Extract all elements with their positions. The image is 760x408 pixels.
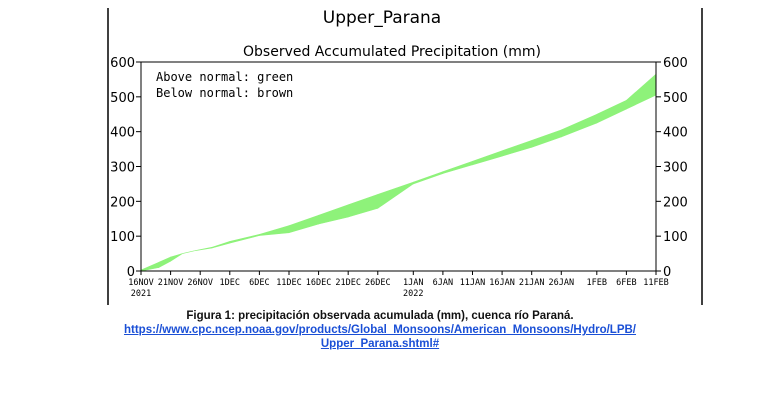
y-tick-label-right-0: 0 bbox=[663, 265, 671, 280]
x-tick-label-14: 26JAN bbox=[548, 278, 574, 288]
x-tick-label-4: 6DEC bbox=[249, 278, 269, 288]
x-tick-label-16: 6FEB bbox=[616, 278, 636, 288]
x-tick-label-0: 16NOV bbox=[128, 278, 154, 288]
precip-band-segment-2-0 bbox=[170, 253, 183, 262]
plot-area-border bbox=[140, 61, 657, 272]
x-tick-label-10: 6JAN bbox=[433, 278, 453, 288]
y-tick-label-left-200: 200 bbox=[110, 195, 135, 210]
y-tick-label-left-600: 600 bbox=[110, 56, 135, 71]
x-tick-label-11: 11JAN bbox=[460, 278, 486, 288]
x-tick-label-5: 11DEC bbox=[276, 278, 302, 288]
source-link-line2[interactable]: Upper_Parana.shtml# bbox=[320, 338, 440, 350]
x-tick-label-2: 26NOV bbox=[187, 278, 213, 288]
y-tick-label-left-100: 100 bbox=[110, 230, 135, 245]
x-tick-label-6: 16DEC bbox=[306, 278, 332, 288]
y-tick-label-left-500: 500 bbox=[110, 91, 135, 106]
y-tick-label-right-100: 100 bbox=[663, 230, 688, 245]
y-tick-label-right-600: 600 bbox=[663, 56, 688, 71]
figure-caption: Figura 1: precipitación observada acumul… bbox=[186, 310, 574, 322]
y-tick-label-right-500: 500 bbox=[663, 91, 688, 106]
x-tick-label-7: 21DEC bbox=[335, 278, 361, 288]
y-tick-label-left-0: 0 bbox=[127, 265, 135, 280]
x-tick-year-0: 2021 bbox=[131, 289, 151, 299]
y-tick-label-left-300: 300 bbox=[110, 161, 135, 176]
y-tick-label-right-400: 400 bbox=[663, 126, 688, 141]
chart-subtitle: Observed Accumulated Precipitation (mm) bbox=[243, 44, 541, 60]
y-tick-label-right-200: 200 bbox=[663, 195, 688, 210]
y-tick-label-right-300: 300 bbox=[663, 161, 688, 176]
legend-above-normal: Above normal: green bbox=[156, 70, 293, 84]
y-tick-label-left-400: 400 bbox=[110, 126, 135, 141]
source-link[interactable]: https://www.cpc.ncep.noaa.gov/products/G… bbox=[0, 323, 760, 351]
legend-below-normal: Below normal: brown bbox=[156, 86, 293, 100]
x-tick-year-9: 2022 bbox=[403, 289, 423, 299]
x-tick-label-12: 16JAN bbox=[489, 278, 515, 288]
x-tick-label-1: 21NOV bbox=[158, 278, 184, 288]
precipitation-chart: Upper_Parana Observed Accumulated Precip… bbox=[107, 8, 703, 305]
x-tick-label-17: 11FEB bbox=[643, 278, 669, 288]
x-tick-label-8: 26DEC bbox=[365, 278, 391, 288]
source-link-line1[interactable]: https://www.cpc.ncep.noaa.gov/products/G… bbox=[123, 324, 637, 336]
x-tick-label-9: 1JAN bbox=[403, 278, 423, 288]
x-tick-label-3: 1DEC bbox=[220, 278, 240, 288]
x-tick-label-13: 21JAN bbox=[519, 278, 545, 288]
x-tick-label-15: 1FEB bbox=[587, 278, 607, 288]
chart-title: Upper_Parana bbox=[323, 8, 441, 28]
